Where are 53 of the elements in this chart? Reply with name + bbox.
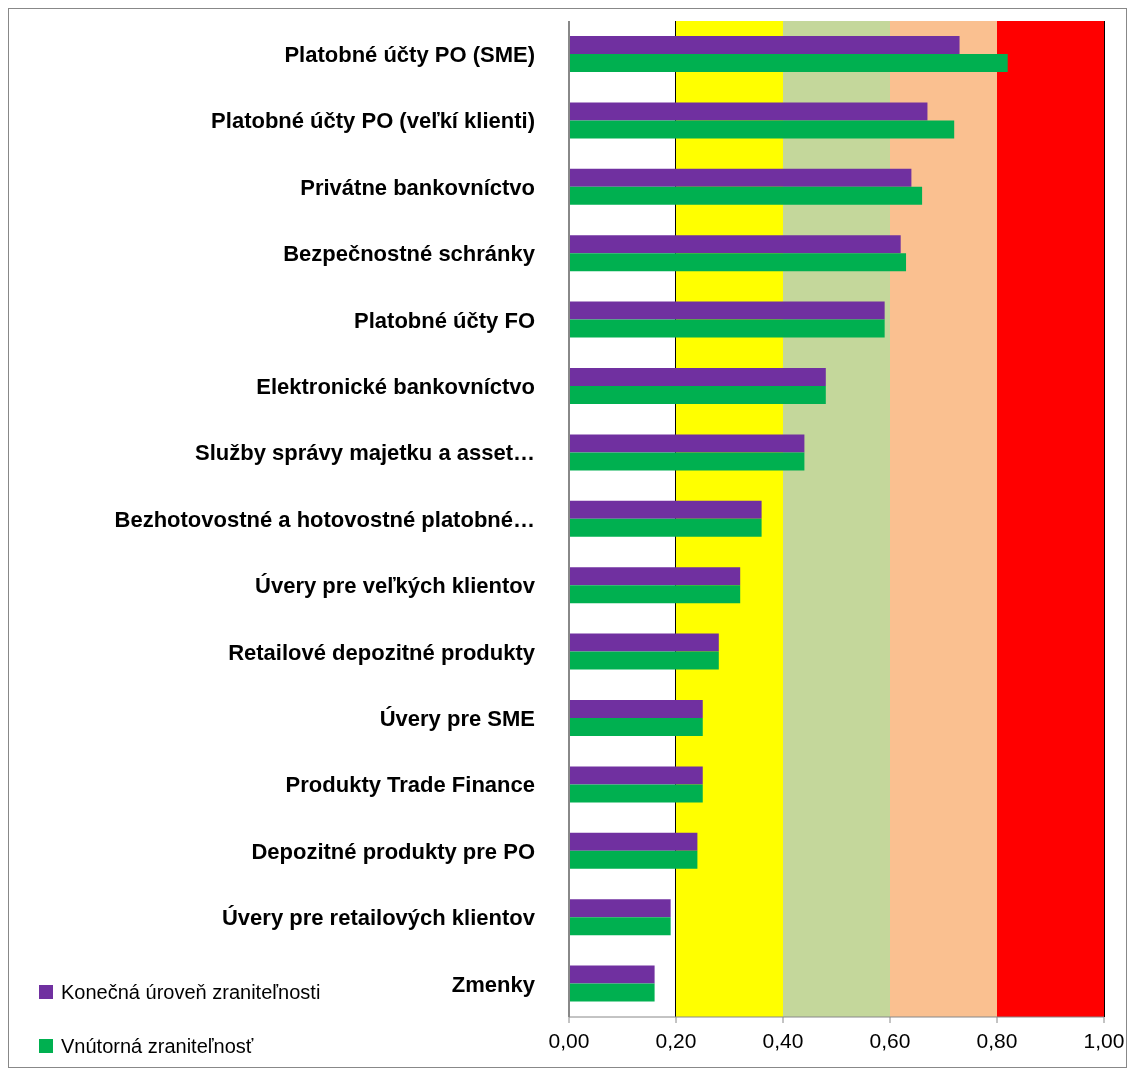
legend-label: Vnútorná zraniteľnosť xyxy=(61,1034,254,1058)
bar xyxy=(569,832,698,851)
bar xyxy=(569,718,703,736)
y-tick-label: Retailové depozitné produkty xyxy=(228,639,536,665)
bar xyxy=(569,120,955,139)
y-tick-label: Zmenky xyxy=(451,971,536,997)
x-tick-label: 0,20 xyxy=(655,1028,697,1052)
y-tick-label: Platobné účty PO (veľkí klienti) xyxy=(211,108,535,134)
y-tick-label: Depozitné produkty pre PO xyxy=(251,838,535,864)
y-tick-label: Úvery pre veľkých klientov xyxy=(255,573,536,599)
bar xyxy=(569,983,655,1002)
bar xyxy=(569,368,826,386)
bar xyxy=(569,917,671,936)
bar xyxy=(569,386,826,404)
bar xyxy=(569,301,885,320)
bar xyxy=(569,518,762,537)
bar xyxy=(569,235,901,254)
y-tick-label: Bezhotovostné a hotovostné platobné… xyxy=(114,506,535,532)
y-tick-label: Privátne bankovníctvo xyxy=(300,174,535,200)
bar xyxy=(569,186,923,205)
bar xyxy=(569,585,741,604)
bar xyxy=(569,54,1008,72)
x-tick-label: 0,80 xyxy=(976,1028,1018,1052)
y-tick-label: Platobné účty PO (SME) xyxy=(284,42,535,68)
y-tick-label: Elektronické bankovníctvo xyxy=(256,374,535,400)
legend-label: Konečná úroveň zraniteľnosti xyxy=(61,980,321,1004)
x-tick-label: 0,60 xyxy=(869,1028,911,1052)
bar xyxy=(569,965,655,984)
bar xyxy=(569,567,741,586)
bar xyxy=(569,700,703,718)
bar xyxy=(569,899,671,918)
bar xyxy=(569,253,907,272)
y-tick-label: Úvery pre retailových klientov xyxy=(221,905,536,931)
y-tick-label: Služby správy majetku a asset… xyxy=(195,440,535,466)
bar xyxy=(569,452,805,471)
bar xyxy=(569,850,698,869)
bar xyxy=(569,766,703,785)
bar xyxy=(569,434,805,453)
y-tick-label: Platobné účty FO xyxy=(354,307,535,333)
bar xyxy=(569,319,885,338)
bar xyxy=(569,651,719,670)
bar xyxy=(569,500,762,519)
x-tick-label: 1,00 xyxy=(1083,1028,1125,1052)
y-tick-label: Produkty Trade Finance xyxy=(285,772,535,798)
bar xyxy=(569,102,928,121)
y-tick-label: Bezpečnostné schránky xyxy=(283,241,536,267)
y-tick-label: Úvery pre SME xyxy=(379,706,535,732)
bar xyxy=(569,633,719,652)
bar xyxy=(569,36,960,54)
bar xyxy=(569,784,703,803)
bar xyxy=(569,168,912,187)
x-tick-label: 0,00 xyxy=(548,1028,590,1052)
x-tick-label: 0,40 xyxy=(762,1028,804,1052)
